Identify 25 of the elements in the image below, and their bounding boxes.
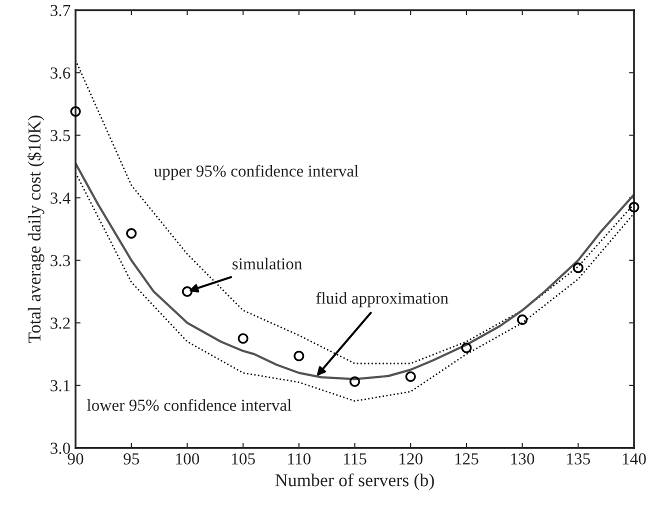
- y-tick-label: 3.1: [50, 380, 70, 392]
- y-tick-label: 3.5: [50, 130, 70, 142]
- x-axis-title: Number of servers (b): [275, 473, 434, 490]
- y-tick-label: 3.7: [50, 4, 70, 16]
- y-tick-label: 3.3: [50, 255, 70, 266]
- y-tick-label: 3.4: [50, 192, 70, 204]
- x-tick-label: 120: [400, 453, 422, 465]
- annotation: upper 95% confidence interval: [154, 164, 358, 180]
- x-tick-label: 125: [455, 453, 478, 465]
- x-tick-label: 105: [232, 453, 255, 465]
- x-tick-label: 95: [124, 453, 140, 465]
- y-tick-label: 3.2: [50, 318, 70, 329]
- x-tick-label: 130: [511, 453, 534, 465]
- annotation: fluid approximation: [316, 292, 448, 308]
- x-tick-label: 110: [288, 453, 310, 465]
- x-tick-label: 90: [68, 453, 84, 465]
- y-tick-label: 3.6: [50, 67, 70, 79]
- x-tick-label: 140: [622, 453, 646, 465]
- annotation: simulation: [232, 258, 302, 270]
- y-axis-title: Total average daily cost ($10K): [27, 116, 44, 343]
- annotation: lower 95% confidence interval: [87, 398, 292, 411]
- x-tick-label: 135: [567, 453, 590, 465]
- x-tick-label: 115: [344, 453, 366, 465]
- y-tick-label: 3.0: [50, 442, 70, 454]
- x-tick-label: 100: [176, 453, 200, 465]
